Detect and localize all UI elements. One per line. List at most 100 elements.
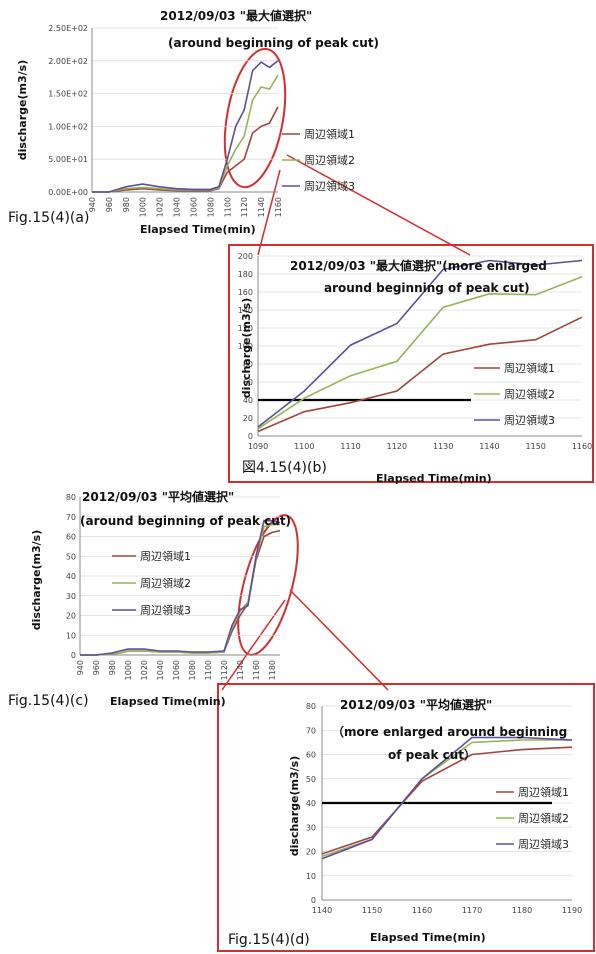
y-tick-label: 140 xyxy=(238,306,253,315)
series-line-3 xyxy=(321,736,573,860)
x-tick-label: 1190 xyxy=(562,906,582,915)
y-tick-label: 60 xyxy=(306,751,316,760)
y-tick-label: 0 xyxy=(71,651,76,660)
legend-label-3: 周辺領域3 xyxy=(504,413,555,427)
x-tick-label: 960 xyxy=(92,660,101,675)
y-tick-label: 30 xyxy=(66,592,76,601)
series-line-3 xyxy=(92,60,279,193)
y-tick-label: 0 xyxy=(248,432,253,441)
x-tick-label: 1120 xyxy=(387,442,407,451)
series-line-1 xyxy=(257,316,583,433)
y-tick-label: 1.00E+02 xyxy=(48,122,88,131)
chart-panel-d: 0 10 20 30 40 50 60 70 80 1140 1150 1160 1170 1180 119… xyxy=(228,697,582,948)
y-tick-label: 200 xyxy=(238,252,253,261)
x-axis-label: Elapsed Time(min) xyxy=(370,931,486,944)
y-tick-label: 100 xyxy=(238,342,253,351)
figure-caption: Fig.15(4)(c) xyxy=(8,693,89,709)
zoom-callouts xyxy=(217,47,595,952)
series-line-3 xyxy=(257,259,583,428)
y-tick-label: 20 xyxy=(306,848,316,857)
x-axis-label: Elapsed Time(min) xyxy=(110,695,226,708)
callout-line-a1 xyxy=(286,154,471,256)
y-axis-label: discharge(m3/s) xyxy=(30,530,43,630)
x-tick-label: 1000 xyxy=(139,197,148,217)
x-tick-label: 1140 xyxy=(236,660,245,680)
y-tick-label: 40 xyxy=(306,799,316,808)
y-tick-label: 80 xyxy=(66,493,76,502)
x-tick-label: 940 xyxy=(76,660,85,675)
x-tick-label: 1100 xyxy=(223,197,232,217)
chart-subtitle: around beginning of peak cut) xyxy=(324,281,530,295)
y-tick-label: 20 xyxy=(243,414,253,423)
legend-label-2: 周辺領域2 xyxy=(140,576,191,590)
series-line-3 xyxy=(80,519,281,656)
figure-caption: Fig.15(4)(d) xyxy=(228,932,310,948)
legend-label-3: 周辺領域3 xyxy=(304,179,355,193)
x-tick-label: 1140 xyxy=(479,442,499,451)
series-line-1 xyxy=(92,106,279,193)
series-line-2 xyxy=(257,275,583,430)
legend-label-1: 周辺領域1 xyxy=(518,785,569,799)
x-tick-label: 1080 xyxy=(188,660,197,680)
y-tick-label: 10 xyxy=(66,631,76,640)
x-tick-label: 1120 xyxy=(220,660,229,680)
y-tick-label: 0 xyxy=(311,896,316,905)
x-tick-label: 1060 xyxy=(189,197,198,217)
x-axis-label: Elapsed Time(min) xyxy=(376,472,492,485)
x-tick-label: 940 xyxy=(88,197,97,212)
x-tick-label: 980 xyxy=(108,660,117,675)
legend-label-1: 周辺領域1 xyxy=(304,127,355,141)
y-tick-label: 50 xyxy=(66,552,76,561)
x-tick-label: 1160 xyxy=(252,660,261,680)
y-tick-label: 2.50E+02 xyxy=(48,24,88,33)
y-tick-label: 0.00E+00 xyxy=(48,188,88,197)
series-line-2 xyxy=(92,74,279,193)
x-tick-label: 1140 xyxy=(312,906,332,915)
zoom-box-d xyxy=(217,683,595,952)
zoom-box-b xyxy=(228,244,594,483)
series-line-1 xyxy=(321,746,573,855)
x-axis-label: Elapsed Time(min) xyxy=(140,223,256,236)
legend-label-2: 周辺領域2 xyxy=(518,811,569,825)
y-tick-label: 10 xyxy=(306,872,316,881)
chart-subtitle-2: of peak cut） xyxy=(388,747,476,762)
callout-line-a2 xyxy=(257,169,281,256)
y-tick-label: 30 xyxy=(306,823,316,832)
y-tick-label: 2.00E+02 xyxy=(48,57,88,66)
x-tick-label: 960 xyxy=(105,197,114,212)
x-tick-label: 1110 xyxy=(340,442,360,451)
x-tick-label: 1180 xyxy=(512,906,532,915)
y-tick-label: 180 xyxy=(238,270,253,279)
chart-title: 2012/09/03 "平均値選択" xyxy=(82,489,234,504)
y-tick-label: 40 xyxy=(66,572,76,581)
y-axis-label: discharge(m3/s) xyxy=(240,298,253,398)
y-tick-label: 20 xyxy=(66,612,76,621)
legend-label-1: 周辺領域1 xyxy=(140,549,191,563)
chart-subtitle: (around beginning of peak cut) xyxy=(168,36,379,50)
y-tick-label: 70 xyxy=(306,726,316,735)
y-tick-label: 70 xyxy=(66,513,76,522)
x-tick-label: 1130 xyxy=(433,442,453,451)
y-tick-label: 1.50E+02 xyxy=(48,90,88,99)
legend-label-2: 周辺領域2 xyxy=(304,153,355,167)
chart-panel-b: 0 20 40 60 80 100 120 140 160 180 200 1090 1100 1110 1… xyxy=(238,252,592,485)
x-tick-label: 1120 xyxy=(240,197,249,217)
highlight-ellipse-a xyxy=(223,47,287,189)
x-tick-label: 1060 xyxy=(172,660,181,680)
chart-panel-a: 0.00E+00 5.00E+01 1.00E+02 1.50E+02 2.00E+02… xyxy=(8,8,379,236)
x-tick-label: 1160 xyxy=(572,442,592,451)
x-tick-label: 1020 xyxy=(140,660,149,680)
legend-label-3: 周辺領域3 xyxy=(140,603,191,617)
x-tick-label: 1180 xyxy=(268,660,277,680)
chart-subtitle: （more enlarged around beginning xyxy=(332,724,567,739)
x-tick-label: 1040 xyxy=(156,660,165,680)
x-tick-label: 1040 xyxy=(173,197,182,217)
y-axis-label: discharge(m3/s) xyxy=(288,756,301,856)
legend-label-1: 周辺領域1 xyxy=(504,361,555,375)
x-tick-label: 1160 xyxy=(274,197,283,217)
x-tick-label: 1150 xyxy=(362,906,382,915)
legend-label-2: 周辺領域2 xyxy=(504,387,555,401)
x-tick-label: 1100 xyxy=(204,660,213,680)
